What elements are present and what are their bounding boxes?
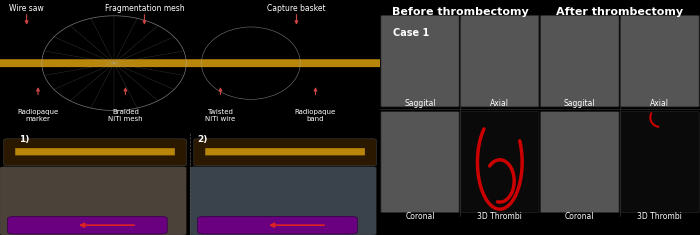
Text: Twisted
NiTi wire: Twisted NiTi wire: [205, 109, 236, 122]
Text: Before thrombectomy: Before thrombectomy: [391, 7, 528, 17]
Text: Coronal: Coronal: [565, 212, 594, 221]
FancyBboxPatch shape: [540, 15, 619, 107]
Text: Case 1: Case 1: [393, 28, 429, 38]
Text: Axial: Axial: [490, 99, 510, 108]
FancyBboxPatch shape: [194, 139, 377, 166]
Text: Fragmentation mesh: Fragmentation mesh: [104, 4, 184, 13]
FancyBboxPatch shape: [0, 59, 380, 67]
FancyBboxPatch shape: [0, 167, 186, 235]
FancyBboxPatch shape: [461, 15, 539, 107]
FancyBboxPatch shape: [381, 112, 459, 213]
FancyBboxPatch shape: [540, 112, 619, 213]
Text: 1): 1): [19, 135, 29, 144]
Text: After thrombectomy: After thrombectomy: [556, 7, 683, 17]
Text: 3D Thrombi: 3D Thrombi: [638, 212, 682, 221]
Text: Radiopaque
band: Radiopaque band: [295, 109, 336, 122]
Text: Coronal: Coronal: [405, 212, 435, 221]
Text: Axial: Axial: [650, 99, 669, 108]
Text: 3D Thrombi: 3D Thrombi: [477, 212, 522, 221]
FancyBboxPatch shape: [197, 216, 357, 234]
Text: Radiopaque
marker: Radiopaque marker: [18, 109, 59, 122]
Text: Saggital: Saggital: [404, 99, 436, 108]
FancyBboxPatch shape: [621, 15, 699, 107]
FancyBboxPatch shape: [8, 216, 167, 234]
Text: Braided
NiTi mesh: Braided NiTi mesh: [108, 109, 143, 122]
FancyBboxPatch shape: [621, 112, 699, 213]
Text: Capture basket: Capture basket: [267, 4, 326, 13]
Text: Saggital: Saggital: [564, 99, 596, 108]
FancyBboxPatch shape: [15, 148, 175, 155]
FancyBboxPatch shape: [381, 15, 459, 107]
Text: Wire saw: Wire saw: [9, 4, 44, 13]
FancyBboxPatch shape: [4, 139, 186, 166]
FancyBboxPatch shape: [190, 167, 377, 235]
FancyBboxPatch shape: [461, 112, 539, 213]
FancyBboxPatch shape: [205, 148, 365, 155]
Text: 2): 2): [197, 135, 208, 144]
